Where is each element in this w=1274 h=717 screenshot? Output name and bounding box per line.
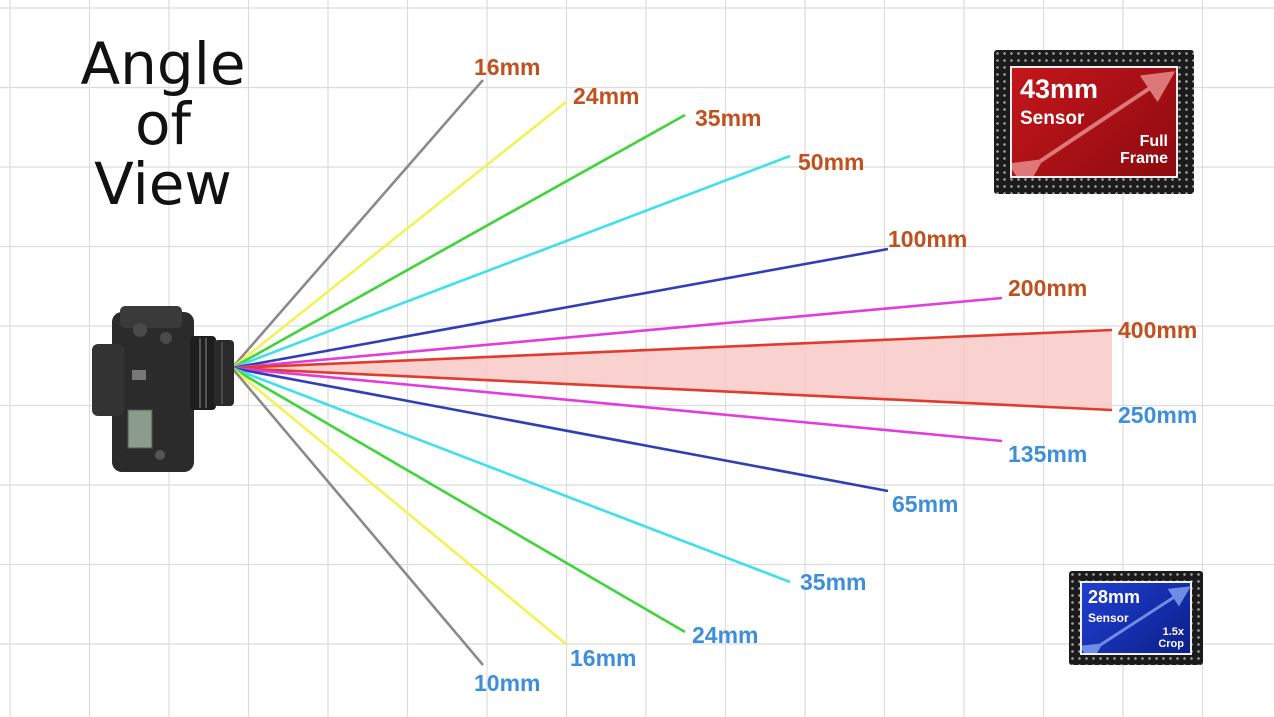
diagonal-arrow-icon — [1012, 71, 1176, 176]
full-frame-label-50mm: 50mm — [798, 149, 864, 175]
crop-ray-16mm — [231, 366, 567, 646]
crop-sensor-chip: 28mm Sensor 1.5x Crop — [1069, 571, 1203, 665]
crop-sensor: 28mm Sensor 1.5x Crop — [1080, 581, 1192, 655]
full-frame-ray-50mm — [231, 154, 791, 370]
full-frame-ray-35mm — [231, 113, 686, 370]
crop-ray-250mm — [231, 366, 1113, 412]
title-line-angle: Angle — [80, 30, 246, 98]
crop-ray-24mm — [231, 366, 686, 634]
title-line-of: of — [135, 90, 191, 158]
diagram-title: Angle of View — [58, 34, 268, 214]
full-frame-ray-24mm — [231, 100, 567, 370]
crop-label-135mm: 135mm — [1008, 441, 1087, 467]
crop-label-65mm: 65mm — [892, 491, 958, 517]
crop-type-line-1: 1.5x — [1162, 626, 1184, 638]
crop-sensor-size: 28mm — [1088, 587, 1141, 607]
crop-sensor-type: 1.5x Crop — [1158, 626, 1184, 650]
diagonal-arrow-icon — [1082, 586, 1190, 653]
full-frame-ray-400mm — [231, 328, 1113, 370]
telephoto-highlight-wedge — [232, 330, 1112, 410]
full-frame-label-100mm: 100mm — [888, 226, 967, 252]
full-frame-sensor: 43mm Sensor Full Frame — [1010, 66, 1178, 178]
full-frame-ray-100mm — [231, 247, 889, 370]
full-frame-label-24mm: 24mm — [573, 83, 639, 109]
focal-length-labels: 16mm 24mm 35mm 50mm 100mm 200mm 400mm 250mm 135m… — [474, 54, 1197, 696]
title-line-view: View — [94, 150, 232, 218]
crop-label-10mm: 10mm — [474, 670, 540, 696]
full-frame-ray-200mm — [231, 296, 1003, 370]
full-frame-label-200mm: 200mm — [1008, 275, 1087, 301]
full-frame-sensor-type: Full Frame — [1119, 133, 1168, 168]
full-frame-label-16mm: 16mm — [474, 54, 540, 80]
full-frame-type-line-2: Frame — [1119, 149, 1168, 167]
crop-ray-10mm — [231, 367, 484, 666]
full-frame-sensor-size: 43mm — [1020, 74, 1099, 104]
crop-ray-35mm — [231, 366, 791, 584]
focal-length-rays — [231, 79, 1113, 666]
crop-ray-135mm — [231, 366, 1003, 443]
full-frame-sensor-word: Sensor — [1020, 108, 1085, 129]
full-frame-ray-16mm — [231, 79, 484, 369]
full-frame-sensor-chip: 43mm Sensor Full Frame — [994, 50, 1194, 194]
crop-sensor-word: Sensor — [1088, 611, 1129, 625]
crop-label-250mm: 250mm — [1118, 402, 1197, 428]
full-frame-label-400mm: 400mm — [1118, 317, 1197, 343]
crop-label-16mm: 16mm — [570, 645, 636, 671]
full-frame-label-35mm: 35mm — [695, 105, 761, 131]
crop-ray-65mm — [231, 366, 889, 493]
crop-label-24mm: 24mm — [692, 622, 758, 648]
camera-icon — [92, 306, 234, 472]
crop-label-35mm: 35mm — [800, 569, 866, 595]
crop-type-line-2: Crop — [1158, 637, 1184, 650]
full-frame-type-line-1: Full — [1139, 133, 1168, 150]
